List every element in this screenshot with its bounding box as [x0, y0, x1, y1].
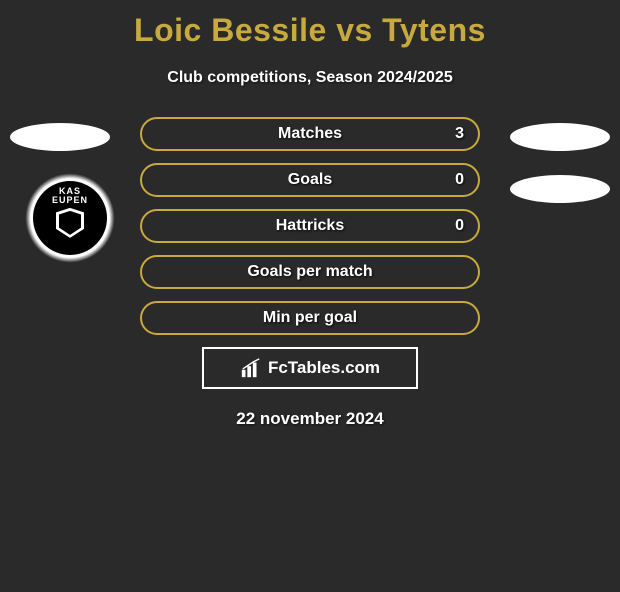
club-badge-inner: KAS EUPEN: [33, 181, 107, 255]
player-right-ellipse-2: [510, 175, 610, 203]
page-title: Loic Bessile vs Tytens: [0, 12, 620, 49]
club-shield-icon: [56, 208, 84, 238]
stat-label: Matches: [278, 125, 342, 143]
footer-brand-box: FcTables.com: [202, 347, 418, 389]
subtitle: Club competitions, Season 2024/2025: [0, 69, 620, 87]
comparison-content: KAS EUPEN Matches 3 Goals 0 Hattricks 0 …: [0, 117, 620, 429]
stat-row-hattricks: Hattricks 0: [140, 209, 480, 243]
club-badge-line2: EUPEN: [52, 196, 88, 205]
footer-brand-text: FcTables.com: [268, 358, 380, 378]
stat-row-goals-per-match: Goals per match: [140, 255, 480, 289]
stat-label: Goals: [288, 171, 332, 189]
stat-row-goals: Goals 0: [140, 163, 480, 197]
player-left-ellipse: [10, 123, 110, 151]
stat-row-matches: Matches 3: [140, 117, 480, 151]
stat-value-right: 0: [455, 171, 464, 189]
stat-label: Min per goal: [263, 309, 357, 327]
stat-label: Goals per match: [247, 263, 372, 281]
club-badge: KAS EUPEN: [25, 173, 115, 263]
stat-label: Hattricks: [276, 217, 344, 235]
chart-icon: [240, 357, 262, 379]
stat-rows: Matches 3 Goals 0 Hattricks 0 Goals per …: [140, 117, 480, 335]
footer-date: 22 november 2024: [0, 409, 620, 429]
stat-value-right: 3: [455, 125, 464, 143]
stat-value-right: 0: [455, 217, 464, 235]
player-right-ellipse-1: [510, 123, 610, 151]
stat-row-min-per-goal: Min per goal: [140, 301, 480, 335]
